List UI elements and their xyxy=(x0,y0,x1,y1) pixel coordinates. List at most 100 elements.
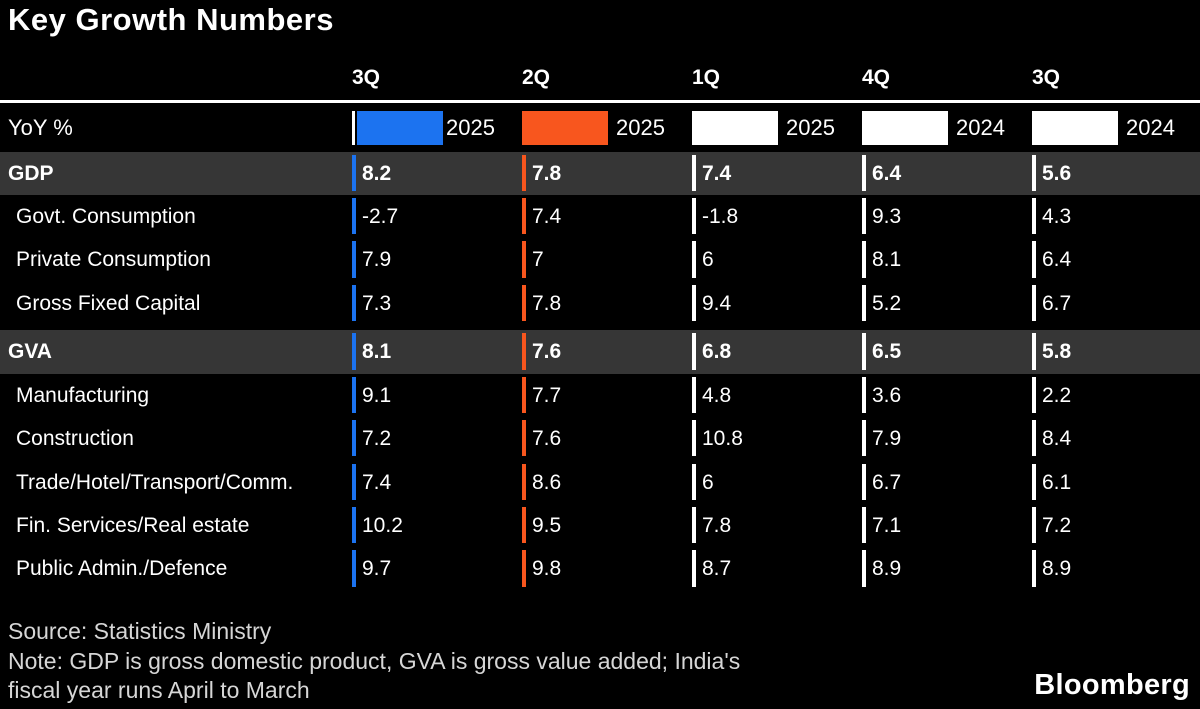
value-tick-mark xyxy=(1032,284,1036,322)
legend-swatch xyxy=(1032,111,1118,145)
legend-year-label: 2025 xyxy=(446,115,495,140)
table-row: Construction 7.2 7.6 10.8 7.9 8.4 xyxy=(0,417,1200,460)
table-row: Fin. Services/Real estate 10.2 9.5 7.8 7.1 7.… xyxy=(0,504,1200,547)
value-cell: 7.9 xyxy=(362,248,392,272)
row-label: Manufacturing xyxy=(16,383,150,407)
legend-row: YoY % 2025 2025 2025 2024 2024 xyxy=(0,103,1200,152)
value-cell: 10.2 xyxy=(362,513,403,537)
value-cell: 7.4 xyxy=(532,204,562,228)
value-tick-mark xyxy=(862,333,866,370)
value-tick-mark xyxy=(522,420,526,457)
value-cell: 8.7 xyxy=(702,557,732,581)
source-text: Source: Statistics Ministry xyxy=(8,618,272,644)
value-tick-mark xyxy=(352,333,356,370)
value-cell: 9.3 xyxy=(872,204,902,228)
value-tick-mark xyxy=(692,376,696,414)
value-tick-mark xyxy=(1032,154,1036,191)
quarter-header: 3Q xyxy=(352,66,381,89)
value-tick-mark xyxy=(862,197,866,235)
value-cell: 7.4 xyxy=(702,161,732,185)
value-cell: 7.1 xyxy=(872,513,902,537)
value-tick-mark xyxy=(692,506,696,544)
table-row: Gross Fixed Capital 7.3 7.8 9.4 5.2 6.7 xyxy=(0,282,1200,325)
row-label: Govt. Consumption xyxy=(16,204,196,228)
value-tick-mark xyxy=(1032,197,1036,235)
value-cell: 7.4 xyxy=(362,470,392,494)
value-cell: 10.8 xyxy=(702,427,743,451)
value-tick-mark xyxy=(862,420,866,457)
note-line: Note: GDP is gross domestic product, GVA… xyxy=(8,648,741,674)
value-cell: 9.5 xyxy=(532,513,562,537)
value-cell: 8.1 xyxy=(362,340,392,364)
value-tick-mark xyxy=(352,420,356,457)
value-cell: 2.2 xyxy=(1042,383,1072,407)
value-tick-mark xyxy=(862,241,866,278)
value-tick-mark xyxy=(352,506,356,544)
value-cell: 7.7 xyxy=(532,383,562,407)
quarter-header: 3Q xyxy=(1032,66,1061,89)
table-row: GDP 8.2 7.8 7.4 6.4 5.6 xyxy=(0,151,1200,195)
value-cell: 6 xyxy=(702,470,714,494)
note-line: fiscal year runs April to March xyxy=(8,677,310,703)
value-cell: 6.8 xyxy=(702,340,732,364)
value-cell: 7.9 xyxy=(872,427,902,451)
legend-swatch xyxy=(522,111,608,145)
value-tick-mark xyxy=(1032,420,1036,457)
value-tick-mark xyxy=(352,197,356,235)
value-tick-mark xyxy=(862,154,866,191)
legend-year-label: 2025 xyxy=(616,115,665,140)
value-tick-mark xyxy=(862,284,866,322)
table-row: Trade/Hotel/Transport/Comm. 7.4 8.6 6 6.7 6.1 xyxy=(0,461,1200,504)
section-label: GVA xyxy=(8,340,52,364)
header-divider xyxy=(0,100,1200,103)
value-tick-mark xyxy=(522,506,526,544)
row-label: Gross Fixed Capital xyxy=(16,291,201,315)
value-tick-mark xyxy=(352,241,356,278)
value-cell: 8.9 xyxy=(872,557,902,581)
value-tick-mark xyxy=(522,333,526,370)
value-tick-mark xyxy=(522,284,526,322)
value-cell: 6.4 xyxy=(872,161,902,185)
value-cell: 4.3 xyxy=(1042,204,1072,228)
value-tick-mark xyxy=(522,154,526,191)
value-cell: 4.8 xyxy=(702,383,732,407)
value-tick-mark xyxy=(522,197,526,235)
value-tick-mark xyxy=(1032,463,1036,500)
value-tick-mark xyxy=(1032,550,1036,587)
quarter-header: 4Q xyxy=(862,66,891,89)
value-cell: 7.6 xyxy=(532,340,562,364)
legend-year-label: 2024 xyxy=(956,115,1005,140)
section-label: GDP xyxy=(8,161,54,185)
value-tick-mark xyxy=(352,463,356,500)
value-cell: 6 xyxy=(702,248,714,272)
table-row: Manufacturing 9.1 7.7 4.8 3.6 2.2 xyxy=(0,374,1200,417)
value-cell: 5.6 xyxy=(1042,161,1072,185)
value-tick-mark xyxy=(692,333,696,370)
value-cell: 7.8 xyxy=(702,513,732,537)
quarter-header: 1Q xyxy=(692,66,721,89)
legend-year-label: 2024 xyxy=(1126,115,1175,140)
value-cell: 8.1 xyxy=(872,248,902,272)
table-row: Govt. Consumption -2.7 7.4 -1.8 9.3 4.3 xyxy=(0,195,1200,238)
value-tick-mark xyxy=(862,550,866,587)
value-tick-mark xyxy=(1032,376,1036,414)
value-tick-mark xyxy=(352,376,356,414)
table-row: GVA 8.1 7.6 6.8 6.5 5.8 xyxy=(0,330,1200,374)
value-tick-mark xyxy=(522,550,526,587)
legend-swatch xyxy=(862,111,948,145)
chart-title: Key Growth Numbers xyxy=(8,2,334,37)
value-tick-mark xyxy=(522,376,526,414)
value-tick-mark xyxy=(692,463,696,500)
value-tick-mark xyxy=(692,197,696,235)
value-tick-mark xyxy=(1032,506,1036,544)
value-tick-mark xyxy=(692,284,696,322)
value-cell: -2.7 xyxy=(362,204,399,228)
value-tick-mark xyxy=(692,420,696,457)
row-label: Public Admin./Defence xyxy=(16,557,228,581)
value-tick-mark xyxy=(352,154,356,191)
table-row: Private Consumption 7.9 7 6 8.1 6.4 xyxy=(0,238,1200,281)
quarter-header: 2Q xyxy=(522,66,551,89)
value-cell: 8.2 xyxy=(362,161,392,185)
value-tick-mark xyxy=(862,506,866,544)
